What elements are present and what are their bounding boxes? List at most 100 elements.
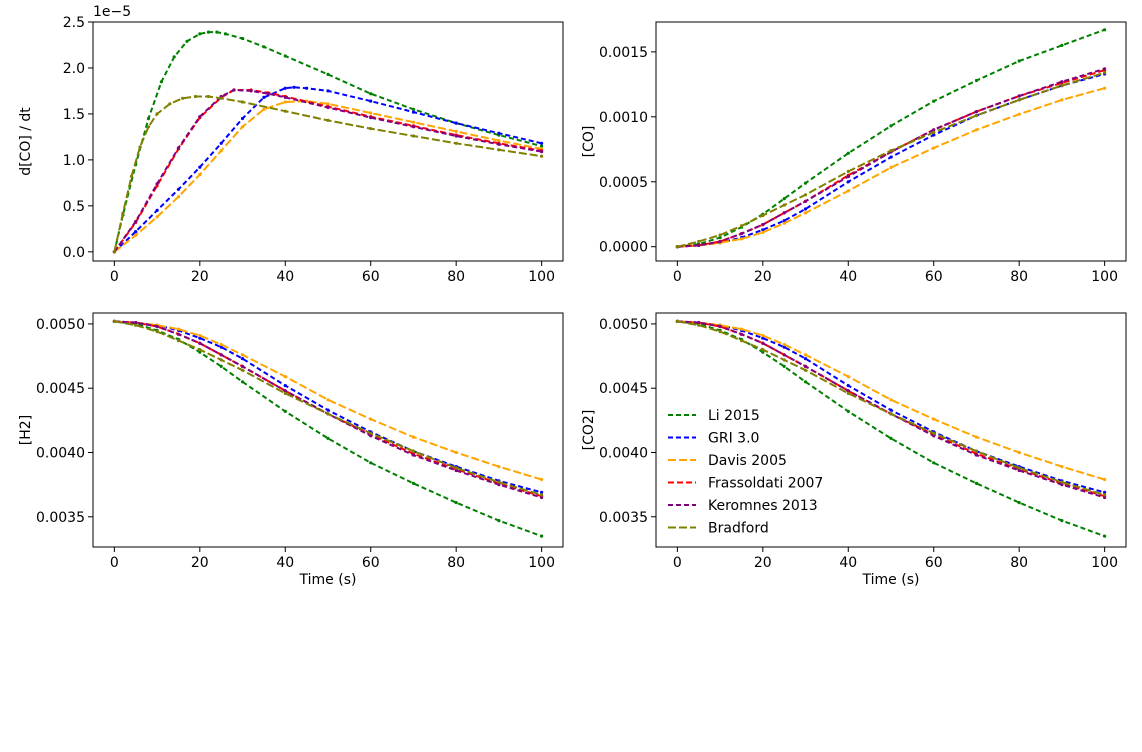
data-point: [761, 336, 765, 340]
data-point: [326, 102, 330, 106]
data-point: [305, 86, 309, 90]
data-point: [889, 412, 893, 416]
data-point: [146, 125, 151, 129]
data-point: [932, 461, 936, 465]
data-point: [159, 80, 163, 84]
data-point: [1017, 59, 1021, 63]
y-tick-label: 1.5: [63, 107, 85, 123]
data-point: [219, 149, 223, 153]
y-tick-label: 0.0045: [599, 381, 648, 397]
data-point: [240, 100, 245, 104]
data-point: [283, 409, 287, 413]
data-point: [782, 342, 786, 347]
data-point: [240, 353, 245, 357]
data-point: [1103, 534, 1107, 538]
data-point: [240, 368, 245, 372]
data-point: [782, 345, 786, 349]
data-point: [803, 364, 808, 368]
data-point: [739, 237, 744, 241]
data-point: [761, 230, 765, 234]
data-point: [283, 54, 287, 58]
data-point: [697, 321, 701, 325]
series-line-bradford: [677, 71, 1105, 248]
data-point: [155, 182, 159, 186]
data-point: [846, 180, 850, 184]
data-point: [185, 39, 189, 43]
x-tick-label: 100: [528, 269, 555, 285]
data-point: [369, 434, 373, 438]
data-point: [1103, 477, 1107, 482]
x-tick-label: 0: [110, 555, 119, 571]
y-tick-label: 0.0: [63, 245, 85, 261]
data-point: [176, 339, 181, 343]
data-point: [1103, 28, 1107, 32]
y-tick-label: 0.0050: [36, 317, 85, 333]
data-point: [782, 211, 786, 215]
x-tick-label: 0: [110, 269, 119, 285]
y-tick-label: 2.0: [63, 61, 85, 77]
x-tick-label: 0: [673, 555, 682, 571]
data-point: [1103, 67, 1107, 71]
x-tick-label: 40: [839, 269, 857, 285]
y-tick-label: 0.0010: [599, 110, 648, 126]
data-point: [262, 107, 266, 111]
x-tick-label: 80: [447, 269, 465, 285]
x-tick-label: 60: [362, 555, 380, 571]
legend-label: Li 2015: [708, 408, 760, 424]
data-point: [761, 350, 765, 354]
data-point: [1060, 84, 1064, 88]
data-point: [697, 243, 701, 247]
data-point: [198, 336, 202, 340]
data-point: [846, 175, 850, 179]
data-point: [454, 466, 458, 470]
chart-co: 0 20 40 60 80 100 0.0000 0.0005 0.0010 0.0015 [CO]: [581, 21, 1127, 285]
y-tick-label: 0.0015: [599, 45, 648, 61]
x-tick-label: 80: [1010, 269, 1028, 285]
data-point: [932, 130, 936, 134]
data-point: [176, 327, 181, 331]
data-point: [219, 353, 223, 357]
data-point: [240, 380, 245, 384]
series-line-keromnes-2013: [677, 67, 1105, 248]
axes-frame: [92, 21, 564, 262]
y-tick-label: 0.0035: [36, 510, 85, 526]
data-point: [803, 211, 808, 215]
data-point: [761, 223, 765, 227]
data-point: [540, 150, 544, 154]
data-point: [369, 461, 373, 465]
data-point: [846, 389, 850, 393]
data-point: [176, 187, 181, 191]
data-point: [134, 233, 138, 237]
data-point: [803, 207, 808, 211]
data-point: [540, 144, 544, 148]
data-point: [974, 453, 979, 457]
data-point: [932, 99, 936, 103]
data-point: [1103, 86, 1107, 90]
data-point: [803, 357, 808, 361]
data-point: [262, 95, 266, 99]
data-point: [181, 96, 185, 100]
data-point: [974, 449, 979, 453]
data-point: [932, 128, 936, 132]
data-point: [803, 181, 808, 185]
chart-co2: 0 20 40 60 80 100 0.0035 0.0040 0.0045 0.0050 [CO2…: [581, 312, 1127, 588]
data-point: [718, 330, 722, 334]
x-axis-label: Time (s): [862, 572, 920, 588]
x-tick-label: 80: [1010, 555, 1028, 571]
data-point: [369, 92, 373, 96]
data-point: [155, 215, 159, 219]
data-point: [497, 139, 501, 143]
data-point: [146, 116, 151, 121]
data-point: [283, 86, 287, 90]
data-point: [889, 436, 893, 440]
data-point: [974, 128, 979, 132]
data-point: [1060, 480, 1064, 484]
data-point: [283, 375, 287, 379]
data-point: [497, 483, 501, 487]
data-point: [889, 155, 893, 159]
series-line-gri-3-0: [677, 73, 1105, 248]
data-point: [1060, 465, 1064, 469]
data-point: [1103, 495, 1107, 500]
data-point: [198, 341, 202, 345]
